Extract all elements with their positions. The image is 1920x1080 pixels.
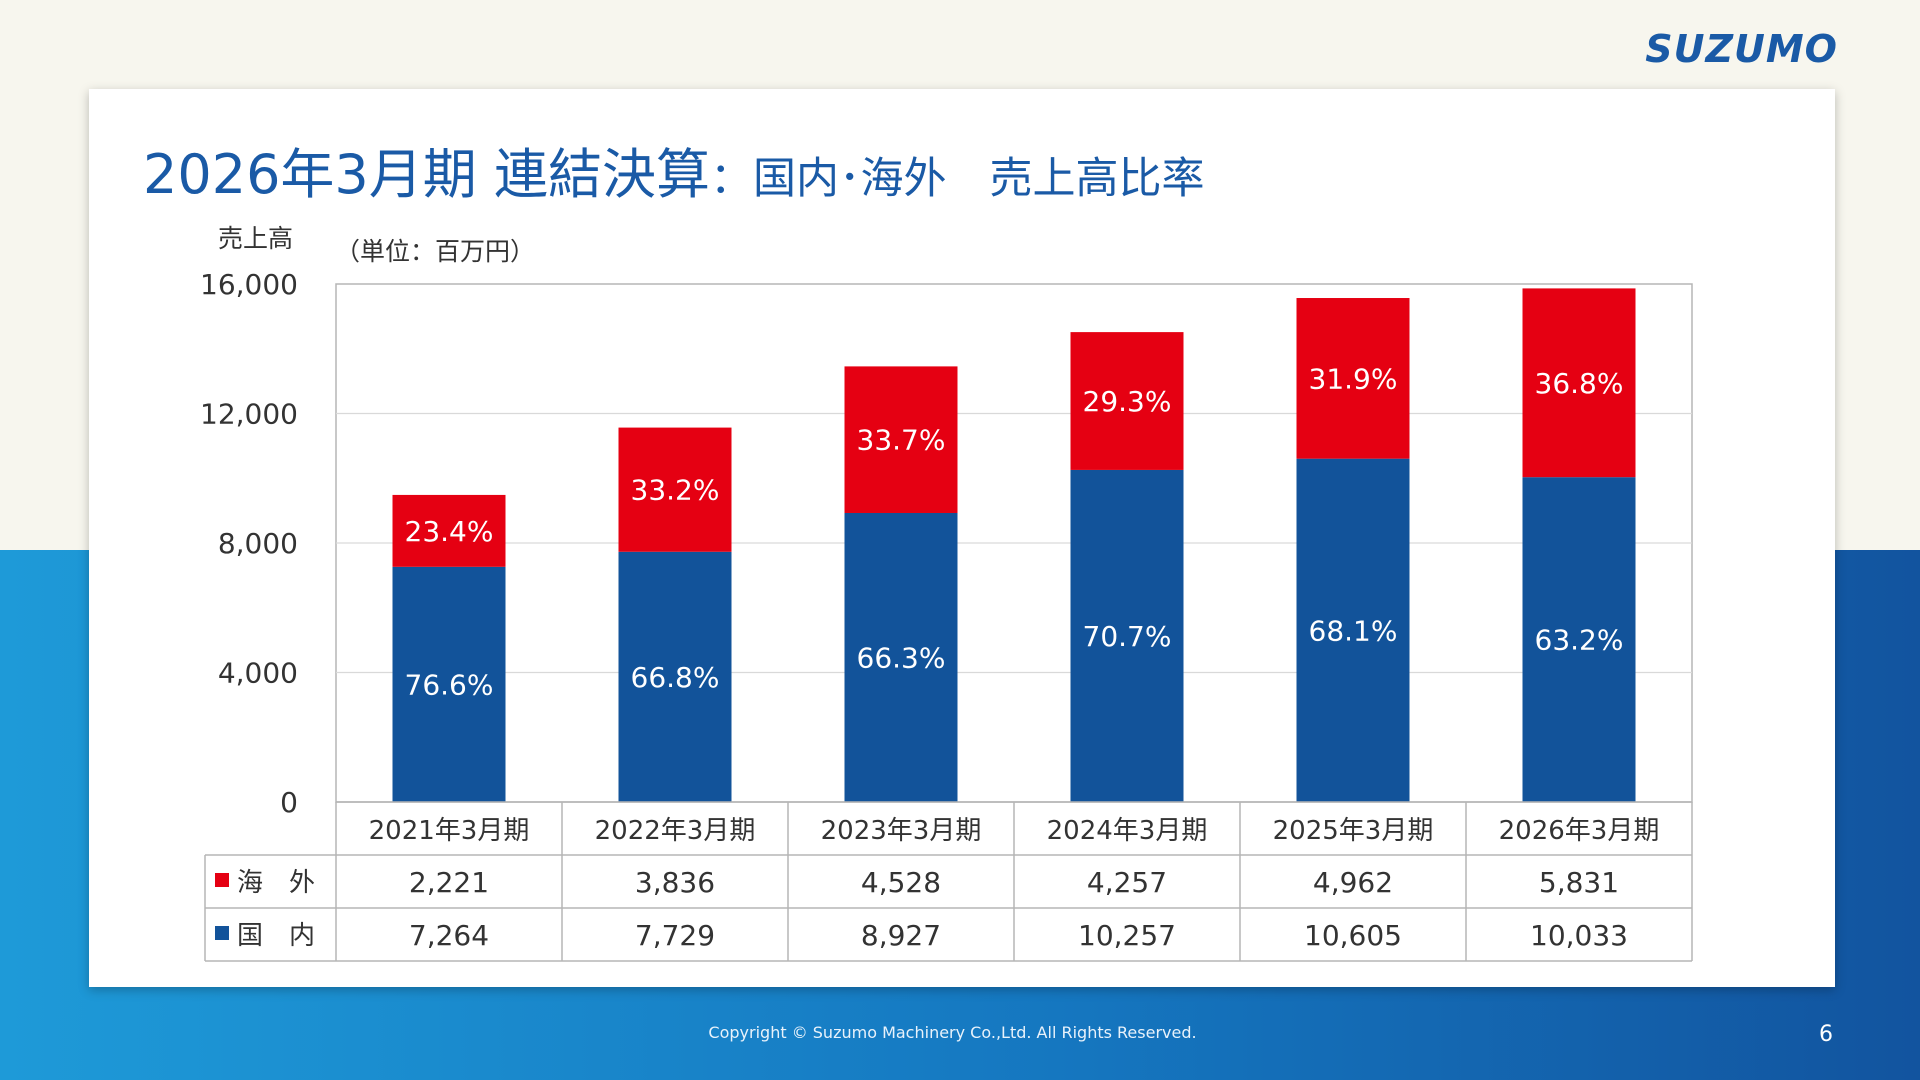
bar-overseas	[1070, 332, 1184, 470]
x-category-label: 2024年3月期	[1047, 816, 1208, 846]
bar-overseas	[1296, 298, 1410, 459]
x-category-label: 2023年3月期	[821, 816, 982, 846]
suzumo-logo: SUZUMO	[1645, 27, 1838, 71]
pct-label-domestic: 76.6%	[405, 668, 494, 701]
bar-overseas	[392, 494, 506, 567]
table-cell-value: 4,962	[1313, 866, 1393, 899]
x-category-label: 2025年3月期	[1273, 816, 1434, 846]
y-axis-label: 売上高	[218, 224, 294, 253]
y-tick-label: 16,000	[200, 268, 298, 301]
bar-domestic	[844, 512, 958, 802]
legend-label: 国 内	[237, 921, 315, 951]
table-cell-value: 3,836	[635, 866, 715, 899]
legend-label: 海 外	[237, 868, 315, 898]
bar-domestic	[1296, 458, 1410, 802]
table-cell-value: 10,605	[1304, 919, 1402, 952]
bar-overseas	[844, 366, 958, 513]
page-title: 2026年3月期 連結決算：国内･海外 売上高比率	[143, 130, 1204, 209]
pct-label-domestic: 70.7%	[1083, 620, 1172, 653]
page-number: 6	[1819, 1022, 1833, 1047]
pct-label-overseas: 31.9%	[1309, 362, 1398, 395]
table-cell-value: 7,264	[409, 919, 489, 952]
bar-domestic	[1522, 477, 1636, 802]
copyright-text: Copyright © Suzumo Machinery Co.,Ltd. Al…	[708, 1023, 1197, 1042]
table-cell-value: 10,257	[1078, 919, 1176, 952]
pct-label-overseas: 23.4%	[405, 515, 494, 548]
legend-swatch	[215, 926, 229, 940]
bar-overseas	[618, 427, 732, 552]
bar-domestic	[1070, 469, 1184, 802]
legend-swatch	[215, 873, 229, 887]
pct-label-overseas: 29.3%	[1083, 385, 1172, 418]
table-cell-value: 8,927	[861, 919, 941, 952]
table-cell-value: 7,729	[635, 919, 715, 952]
table-cell-value: 2,221	[409, 866, 489, 899]
pct-label-domestic: 63.2%	[1535, 624, 1624, 657]
pct-label-domestic: 66.8%	[631, 661, 720, 694]
bar-overseas	[1522, 288, 1636, 478]
x-category-label: 2026年3月期	[1499, 816, 1660, 846]
pct-label-overseas: 36.8%	[1535, 367, 1624, 400]
table-cell-value: 5,831	[1539, 866, 1619, 899]
pct-label-domestic: 66.3%	[857, 641, 946, 674]
pct-label-domestic: 68.1%	[1309, 614, 1398, 647]
y-tick-label: 4,000	[218, 657, 298, 690]
y-tick-label: 12,000	[200, 398, 298, 431]
title-main: 2026年3月期 連結決算	[143, 143, 710, 206]
title-sub: ：国内･海外 売上高比率	[709, 154, 1205, 204]
table-cell-value: 4,528	[861, 866, 941, 899]
bar-domestic	[618, 551, 732, 802]
pct-label-overseas: 33.7%	[857, 424, 946, 457]
table-cell-value: 4,257	[1087, 866, 1167, 899]
x-category-label: 2022年3月期	[595, 816, 756, 846]
y-tick-label: 8,000	[218, 527, 298, 560]
bar-domestic	[392, 566, 506, 802]
table-cell-value: 10,033	[1530, 919, 1628, 952]
x-category-label: 2021年3月期	[369, 816, 530, 846]
pct-label-overseas: 33.2%	[631, 474, 720, 507]
y-tick-label: 0	[280, 786, 298, 819]
unit-note: （単位：百万円）	[335, 237, 536, 266]
